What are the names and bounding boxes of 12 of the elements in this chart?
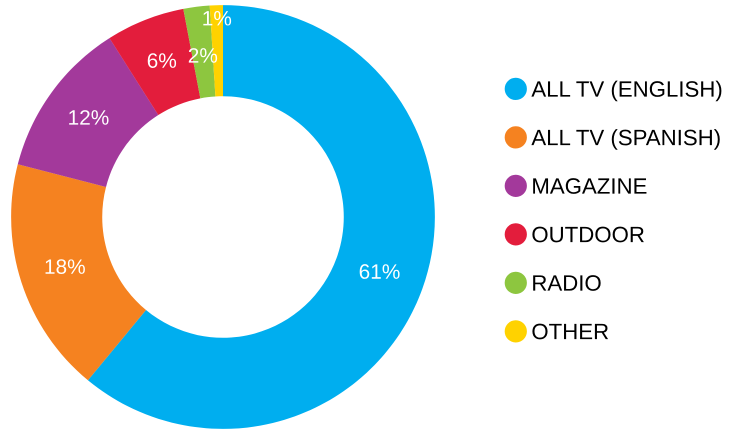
legend-label: RADIO bbox=[533, 275, 601, 291]
donut-slice bbox=[11, 164, 146, 380]
legend-label: MAGAZINE bbox=[533, 178, 646, 194]
legend-label: OUTDOOR bbox=[532, 226, 644, 242]
legend-label: ALL TV (ENGLISH) bbox=[531, 80, 722, 102]
data-label: 12% bbox=[69, 110, 109, 125]
data-label: 1% bbox=[203, 10, 232, 26]
legend-label: OTHER bbox=[532, 324, 608, 340]
data-label: 18% bbox=[46, 259, 85, 274]
data-label: 61% bbox=[360, 264, 400, 279]
data-label: 6% bbox=[148, 53, 176, 68]
legend-label: ALL TV (SPANISH) bbox=[531, 129, 720, 150]
